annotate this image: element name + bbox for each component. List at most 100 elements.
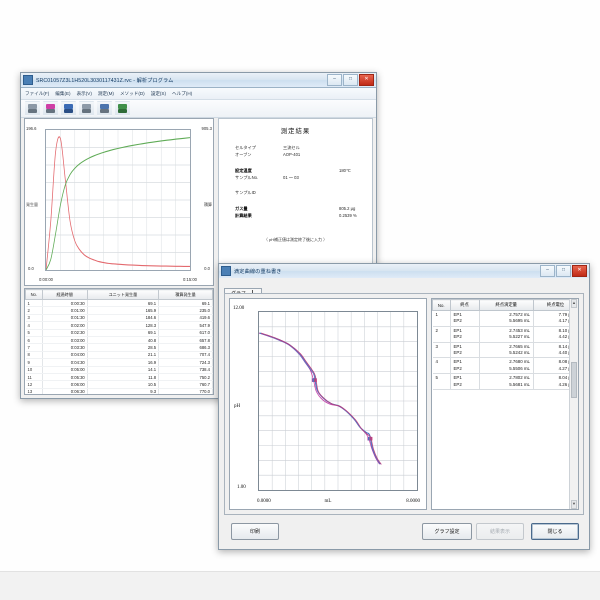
menu-item-method[interactable]: メソッド(D): [119, 90, 145, 96]
endpoint-row[interactable]: 3 EP1 EP2 2.7665 mL 5.5242 mL 8.14 pH 4.40 pH: [432, 342, 578, 359]
table-row[interactable]: 8 0:04:00 21.1 707.4: [25, 351, 213, 360]
table-cell: 10: [25, 366, 43, 374]
menu-item-help[interactable]: ヘルプ(H): [172, 90, 193, 96]
table-row[interactable]: 12 0:06:00 10.5 760.7: [25, 380, 213, 389]
close-icon[interactable]: ✕: [359, 74, 374, 86]
dialog-tabstrip[interactable]: グラフ: [219, 278, 589, 298]
result-field-row: サンプルID: [235, 190, 364, 196]
table-row[interactable]: 7 0:03:30 28.5 686.3: [25, 343, 213, 352]
menu-item-view[interactable]: 表示(V): [76, 90, 92, 96]
result-field-value: [283, 168, 339, 174]
ep-col-no: No.: [432, 299, 451, 311]
table-cell: 724.3: [158, 358, 213, 367]
endpoint-cell: 3: [432, 342, 451, 359]
menu-item-file[interactable]: ファイル(F): [25, 90, 50, 96]
table-cell: 3: [25, 314, 43, 323]
table-cell: 0:03:30: [42, 343, 88, 352]
table-cell: 0:06:30: [42, 388, 88, 394]
results-heading: 測定結果: [280, 128, 311, 135]
endpoint-row[interactable]: 5 EP1 EP2 2.7802 mL 5.5681 mL 8.04 pH 4.26 pH: [432, 373, 578, 391]
result-field-value: [283, 190, 339, 196]
print-button[interactable]: 印刷: [231, 523, 279, 540]
export-icon[interactable]: [97, 101, 112, 116]
endpoint-cell: 1: [432, 310, 451, 327]
endpoint-cell: 4: [432, 357, 451, 375]
close-button[interactable]: 閉じる: [531, 523, 579, 540]
dialog-maximize-icon[interactable]: □: [556, 265, 571, 277]
table-row[interactable]: 13 0:06:30 9.3 770.0: [25, 388, 213, 394]
table-cell: 547.9: [158, 321, 213, 330]
endpoint-row[interactable]: 1 EP1 EP2 2.7572 mL 5.5695 mL 7.79 pH 4.17 pH: [432, 310, 578, 327]
print-icon[interactable]: [25, 101, 40, 116]
titration-x-min: 0.0000: [257, 499, 271, 504]
table-cell: 128.3: [87, 321, 160, 330]
dialog-button-bar: 印刷 グラフ設定 結果表示 閉じる: [219, 515, 589, 549]
main-menubar[interactable]: ファイル(F) 編集(E) 表示(V) 測定(M) メソッド(D) 設定(S) …: [21, 88, 376, 100]
table-cell: 2: [25, 306, 43, 315]
scroll-down-icon[interactable]: ▼: [571, 500, 577, 509]
analysis-program-window[interactable]: SRC01057Z3L1H520L3030117431Z.rvc - 解析プログ…: [20, 72, 377, 399]
menu-item-settings[interactable]: 設定(S): [150, 90, 167, 96]
titration-y-min: 1.00: [237, 485, 246, 490]
endpoint-table-scrollbar[interactable]: ▲ ▼: [569, 299, 578, 509]
table-cell: 0:02:30: [42, 329, 88, 337]
endpoint-cell: EP1 EP2: [450, 310, 480, 327]
result-field-row: オーブン AOP-401: [235, 152, 364, 158]
main-toolbar[interactable]: [21, 100, 376, 118]
titration-y-max: 12.00: [233, 306, 245, 311]
endpoint-cell: 2.7572 mL 5.5695 mL: [479, 310, 534, 327]
main-window-titlebar[interactable]: SRC01057Z3L1H520L3030117431Z.rvc - 解析プログ…: [21, 73, 376, 88]
report-icon[interactable]: [79, 101, 94, 116]
result-field-row: ガス量 805.2 μg: [235, 206, 364, 212]
titration-x-max: 8.0000: [406, 499, 420, 504]
endpoint-row[interactable]: 2 EP1 EP2 2.7453 mL 5.5227 mL 8.10 pH 4.42 pH: [432, 326, 578, 343]
graph-settings-button[interactable]: グラフ設定: [422, 523, 472, 540]
endpoint-results-table[interactable]: No. 終点 終点滴定量 終点電位 1 EP1 EP2 2.7572 mL 5.5695…: [431, 298, 579, 510]
table-row[interactable]: 3 0:01:30 184.6 419.6: [25, 314, 213, 323]
titration-curves-svg: [259, 312, 417, 490]
table-row[interactable]: 6 0:03:00 40.8 657.8: [25, 336, 213, 345]
result-spacer: [235, 159, 364, 166]
titration-overlay-dialog[interactable]: 滴定曲線の重ね書き – □ ✕ グラフ 12.00 1.00: [218, 263, 590, 550]
result-field-value: 三流セル: [283, 145, 300, 150]
endpoint-header-row: No. 終点 終点滴定量 終点電位: [432, 299, 578, 311]
table-icon[interactable]: [61, 101, 76, 116]
table-cell: 69.1: [87, 299, 160, 308]
table-row[interactable]: 4 0:02:00 128.3 547.9: [25, 321, 213, 330]
scroll-up-icon[interactable]: ▲: [571, 299, 577, 308]
minimize-icon[interactable]: –: [327, 74, 342, 86]
dialog-minimize-icon[interactable]: –: [540, 265, 555, 277]
menu-item-measure[interactable]: 測定(M): [97, 90, 114, 96]
endpoint-row[interactable]: 4 EP1 EP2 2.7680 mL 5.5506 mL 8.08 pH 4.27 pH: [432, 357, 578, 375]
chart-y-left-max: 196.6: [26, 126, 37, 131]
table-cell: 4: [25, 321, 43, 330]
main-window-controls[interactable]: – □ ✕: [327, 74, 374, 86]
table-row[interactable]: 5 0:02:30 69.1 617.0: [25, 329, 213, 337]
gas-production-chart[interactable]: 196.6 0.0 905.3 0.0 発生量 積算 0:00:00 0:15:…: [24, 118, 214, 286]
dialog-icon: [221, 266, 231, 276]
titration-curve-chart[interactable]: 12.00 1.00 pH 0.0000 8.0000 mL: [229, 298, 427, 510]
user-icon[interactable]: [115, 101, 130, 116]
table-cell: 13: [25, 388, 43, 394]
table-cell: 7: [25, 343, 43, 352]
pen-icon[interactable]: [43, 101, 58, 116]
table-cell: 0:01:30: [42, 314, 88, 323]
dialog-titlebar[interactable]: 滴定曲線の重ね書き – □ ✕: [219, 264, 589, 279]
dialog-window-controls[interactable]: – □ ✕: [540, 265, 587, 277]
table-cell: 12: [25, 380, 43, 389]
table-cell: 657.8: [158, 336, 213, 345]
dialog-close-icon[interactable]: ✕: [572, 265, 587, 277]
measurement-data-grid[interactable]: No. 経過時間 ユニット発生量 積算発生量 1 0:00:30 69.1 69.1 2…: [24, 288, 214, 395]
menu-item-edit[interactable]: 編集(E): [55, 90, 71, 96]
endpoint-cell: EP1 EP2: [450, 342, 480, 359]
endpoint-cell: 2.7802 mL 5.5681 mL: [479, 373, 534, 391]
scrollbar-thumb[interactable]: [571, 362, 577, 398]
table-row[interactable]: 1 0:00:30 69.1 69.1: [25, 299, 213, 308]
table-row[interactable]: 10 0:05:00 14.1 738.4: [25, 366, 213, 374]
table-cell: 0:06:00: [42, 380, 88, 389]
table-row[interactable]: 2 0:01:00 165.9 235.0: [25, 306, 213, 315]
table-row[interactable]: 9 0:04:30 16.9 724.3: [25, 358, 213, 367]
maximize-icon[interactable]: □: [343, 74, 358, 86]
app-icon: [23, 75, 33, 85]
table-row[interactable]: 11 0:05:30 11.8 750.2: [25, 373, 213, 382]
